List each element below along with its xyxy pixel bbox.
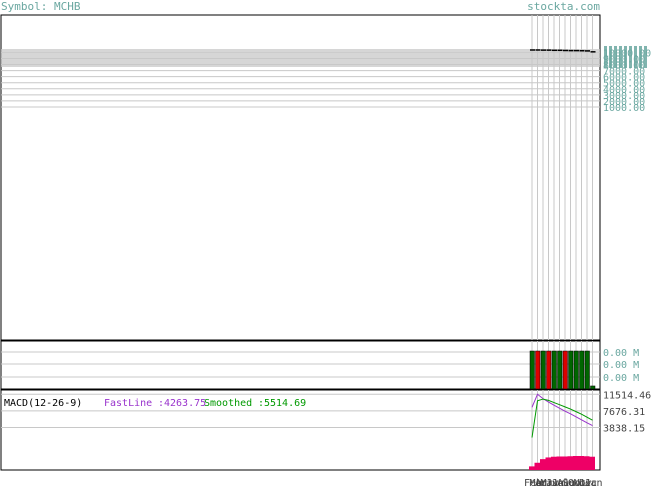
macd-histogram-bar <box>584 456 590 470</box>
macd-gridlines <box>1 393 600 428</box>
macd-smoothed-legend-sep: : <box>258 398 264 409</box>
macd-tick-label: 3838.15 <box>603 423 645 434</box>
macd-histogram-bar <box>545 457 551 470</box>
macd-x-tick-label: Nov <box>574 478 592 486</box>
price-vertical-gridlines <box>531 15 593 340</box>
macd-histogram-bar <box>562 456 568 470</box>
macd-histogram-bar <box>529 466 535 470</box>
price-panel-frame <box>0 14 601 341</box>
price-tick-stub <box>644 46 647 68</box>
macd-x-tick-label: Feb <box>524 478 542 486</box>
price-tick-label: 5000.00 <box>603 79 645 90</box>
volume-bar <box>551 350 557 390</box>
macd-histogram <box>529 456 595 470</box>
macd-fastline-series <box>531 393 593 427</box>
price-tick-label: 10000.00 <box>603 48 651 59</box>
price-tick-stub <box>614 46 617 68</box>
volume-bar <box>546 350 552 390</box>
price-tick-label: 7000.00 <box>603 67 645 78</box>
volume-tick-label: 0.00 M <box>603 360 639 371</box>
volume-panel-frame <box>0 340 601 390</box>
macd-x-tick-label: Jul <box>552 478 570 486</box>
macd-x-tick-label: Aug <box>557 478 575 486</box>
macd-smoothed-series <box>531 398 593 438</box>
symbol-label: Symbol: MCHB <box>1 0 81 13</box>
volume-bar <box>557 350 563 390</box>
macd-panel-frame <box>0 389 601 471</box>
macd-x-tick-label: Sep <box>563 478 581 486</box>
price-tick-stub <box>639 46 642 68</box>
price-tick-stub <box>609 46 612 68</box>
macd-histogram-bar <box>578 456 584 470</box>
macd-histogram-bar <box>534 462 540 470</box>
macd-x-tick-label: Apr <box>535 478 553 486</box>
volume-bar <box>568 350 574 390</box>
price-tick-stub <box>624 46 627 68</box>
macd-x-tick-label: May <box>541 478 559 486</box>
price-tick-label: 3000.00 <box>603 91 645 102</box>
macd-x-tick-label: Mar <box>530 478 548 486</box>
price-tick-stub <box>619 46 622 68</box>
macd-x-tick-label: Jun <box>546 478 564 486</box>
price-tick-label: 1000.00 <box>603 103 645 114</box>
macd-axis-ticks: 11514.46 7676.31 3838.15 <box>603 390 651 434</box>
volume-bars <box>529 350 596 390</box>
macd-fastline-legend-name: FastLine <box>104 398 152 409</box>
macd-histogram-bar <box>551 456 557 470</box>
macd-x-tick-label: Oct <box>568 478 586 486</box>
macd-histogram-bar <box>573 456 579 470</box>
volume-bar <box>573 350 579 390</box>
macd-histogram-bar <box>567 456 573 470</box>
volume-bar <box>562 350 568 390</box>
price-tick-stub <box>604 46 607 68</box>
volume-tick-label: 0.00 M <box>603 348 639 359</box>
macd-tick-label: 11514.46 <box>603 390 651 401</box>
macd-x-tick-label: Jan <box>585 478 603 486</box>
macd-smoothed-legend-name: Smoothed <box>204 398 252 409</box>
volume-panel: 0.00 M0.00 M0.00 M <box>0 340 639 390</box>
macd-fastline-legend-sep: : <box>158 398 164 409</box>
volume-bar <box>590 385 596 390</box>
macd-histogram-bar <box>556 456 562 470</box>
macd-smoothed-legend-value: 5514.69 <box>264 398 306 409</box>
volume-bar <box>540 350 546 390</box>
price-axis-ticks: 10000.009000.008000.007000.006000.005000… <box>603 46 651 114</box>
macd-x-tick-label: Dec <box>579 478 597 486</box>
volume-bar <box>579 350 585 390</box>
volume-bar <box>535 350 541 390</box>
price-candles <box>530 49 596 53</box>
site-watermark[interactable]: stockta.com <box>527 0 600 13</box>
volume-bar <box>529 350 535 390</box>
macd-fastline-legend-value: 4263.75 <box>164 398 206 409</box>
price-gridlines <box>1 49 600 108</box>
macd-histogram-bar <box>540 459 546 470</box>
macd-panel: 11514.46 7676.31 3838.15 FebMarAprMayJunJu… <box>0 389 651 486</box>
volume-tick-label: 0.00 M <box>603 373 639 384</box>
price-tick-label: 6000.00 <box>603 73 645 84</box>
volume-axis-ticks: 0.00 M0.00 M0.00 M <box>603 348 639 384</box>
price-tick-stub <box>634 46 637 68</box>
price-panel: 10000.009000.008000.007000.006000.005000… <box>0 14 651 341</box>
macd-tick-label: 7676.31 <box>603 407 645 418</box>
price-tick-label: 4000.00 <box>603 85 645 96</box>
price-tick-stub <box>629 46 632 68</box>
volume-bar <box>584 350 590 390</box>
price-tick-label: 2000.00 <box>603 97 645 108</box>
macd-histogram-bar <box>589 456 595 470</box>
macd-title: MACD(12-26-9) <box>4 398 82 409</box>
